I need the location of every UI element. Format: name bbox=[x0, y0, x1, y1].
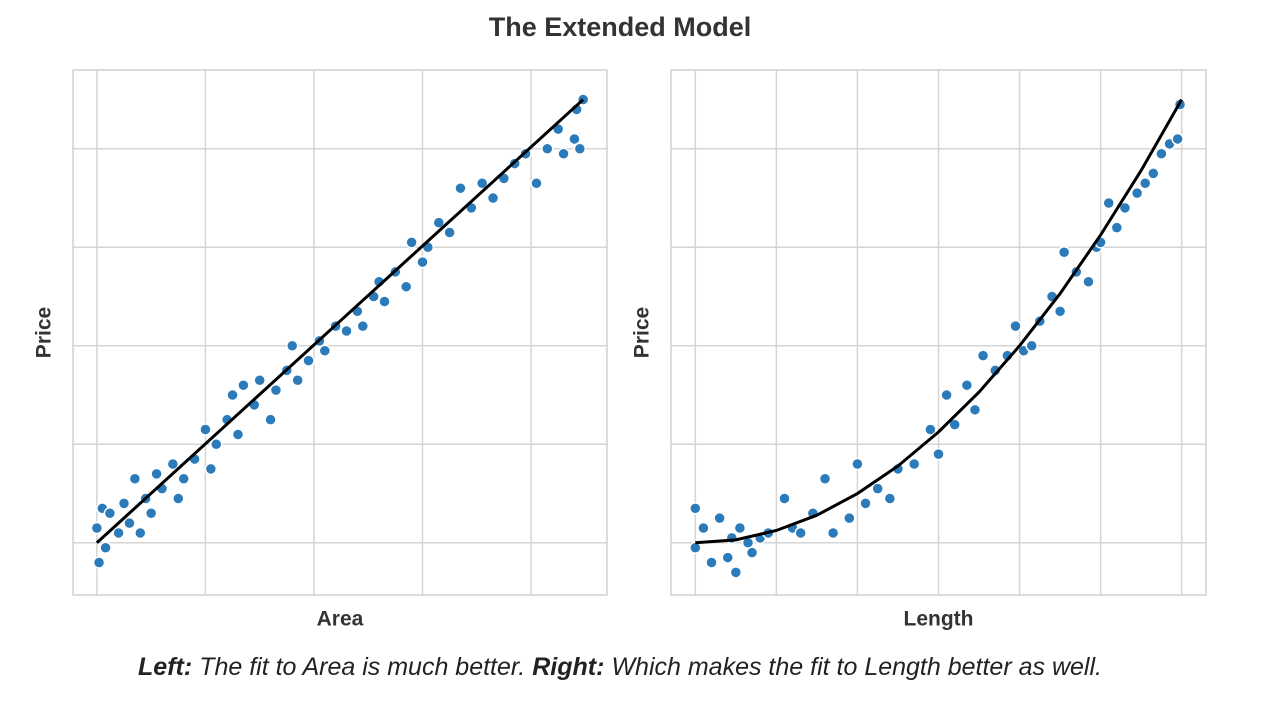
data-point bbox=[859, 497, 872, 510]
data-point bbox=[172, 492, 185, 505]
data-point bbox=[705, 556, 718, 569]
data-point bbox=[150, 467, 163, 481]
data-point bbox=[302, 354, 315, 367]
data-point bbox=[1118, 201, 1132, 215]
figure: The Extended Model Area Price Length Price bbox=[33, 12, 1207, 631]
data-point bbox=[907, 457, 921, 471]
data-point bbox=[818, 472, 832, 486]
data-point bbox=[399, 280, 413, 293]
y-axis-label: Price bbox=[33, 307, 56, 358]
data-point bbox=[378, 295, 391, 308]
data-point bbox=[960, 378, 974, 392]
data-point bbox=[689, 502, 702, 515]
plot-frame bbox=[72, 69, 608, 596]
data-point bbox=[948, 418, 961, 431]
data-point bbox=[204, 462, 218, 476]
data-point bbox=[1082, 275, 1095, 289]
fit-line bbox=[695, 98, 1183, 545]
data-point bbox=[486, 191, 500, 205]
data-point bbox=[1102, 196, 1115, 210]
figure-title: The Extended Model bbox=[489, 12, 752, 42]
plot-frame bbox=[670, 69, 1207, 596]
data-point bbox=[226, 388, 239, 402]
fit-line bbox=[95, 98, 585, 544]
data-point bbox=[199, 423, 212, 436]
data-point bbox=[416, 255, 429, 269]
data-point bbox=[988, 364, 1002, 377]
data-point bbox=[443, 226, 456, 239]
data-point bbox=[318, 344, 332, 357]
data-point bbox=[932, 447, 945, 461]
data-point bbox=[1130, 186, 1144, 200]
x-axis-label: Length bbox=[904, 608, 974, 631]
caption-left-label: Left: bbox=[138, 653, 193, 681]
data-point bbox=[697, 521, 710, 535]
data-point bbox=[92, 556, 106, 569]
x-axis-label: Area bbox=[317, 608, 364, 631]
data-point bbox=[557, 147, 570, 160]
data-point bbox=[871, 482, 884, 495]
data-point bbox=[1110, 221, 1124, 234]
data-point bbox=[177, 472, 190, 486]
data-point bbox=[432, 216, 446, 229]
data-point bbox=[128, 472, 142, 486]
data-point bbox=[713, 511, 726, 525]
data-point bbox=[134, 526, 147, 540]
y-axis-label: Price bbox=[631, 307, 654, 358]
data-point bbox=[285, 339, 299, 353]
data-point bbox=[210, 438, 223, 451]
data-point bbox=[454, 181, 467, 195]
data-point bbox=[340, 324, 353, 338]
data-point bbox=[924, 423, 937, 436]
data-point bbox=[1009, 319, 1022, 333]
data-point bbox=[166, 457, 180, 471]
caption-right-label: Right: bbox=[532, 653, 605, 681]
data-point bbox=[269, 383, 283, 397]
data-point bbox=[1025, 339, 1038, 353]
data-point bbox=[733, 521, 747, 535]
data-point bbox=[117, 497, 131, 510]
data-point bbox=[1171, 132, 1184, 146]
data-point bbox=[1155, 147, 1168, 160]
data-point bbox=[264, 413, 277, 426]
data-point bbox=[1057, 245, 1071, 259]
data-point bbox=[826, 526, 840, 540]
data-point bbox=[573, 142, 587, 156]
data-point bbox=[729, 566, 743, 579]
data-point bbox=[231, 428, 245, 441]
caption-right-text: Which makes the fit to Length better as … bbox=[611, 653, 1102, 681]
data-point bbox=[721, 551, 734, 564]
data-point bbox=[475, 177, 489, 190]
data-point bbox=[976, 349, 990, 362]
data-point bbox=[237, 378, 250, 392]
caption: Left: The fit to Area is much better. Righ… bbox=[0, 653, 1240, 682]
data-point bbox=[356, 319, 370, 333]
data-point bbox=[968, 403, 982, 417]
data-point bbox=[843, 511, 856, 525]
data-point bbox=[778, 492, 791, 505]
data-point bbox=[745, 546, 759, 559]
data-point bbox=[405, 236, 418, 249]
data-point bbox=[530, 177, 543, 190]
caption-left-text: The fit to Area is much better. bbox=[199, 653, 526, 681]
data-point bbox=[253, 374, 266, 387]
data-point bbox=[291, 374, 304, 387]
data-point bbox=[851, 457, 864, 471]
data-point bbox=[99, 541, 112, 554]
data-point bbox=[940, 388, 953, 402]
data-point bbox=[123, 516, 136, 530]
data-point bbox=[1138, 177, 1152, 190]
data-point bbox=[794, 526, 807, 540]
data-point bbox=[112, 526, 125, 540]
data-point bbox=[883, 492, 897, 505]
data-point bbox=[1053, 305, 1067, 318]
data-point bbox=[90, 521, 104, 535]
data-point bbox=[103, 506, 117, 520]
data-point bbox=[1147, 167, 1160, 180]
data-point bbox=[541, 142, 554, 156]
data-point bbox=[144, 506, 158, 520]
data-point bbox=[568, 132, 581, 146]
